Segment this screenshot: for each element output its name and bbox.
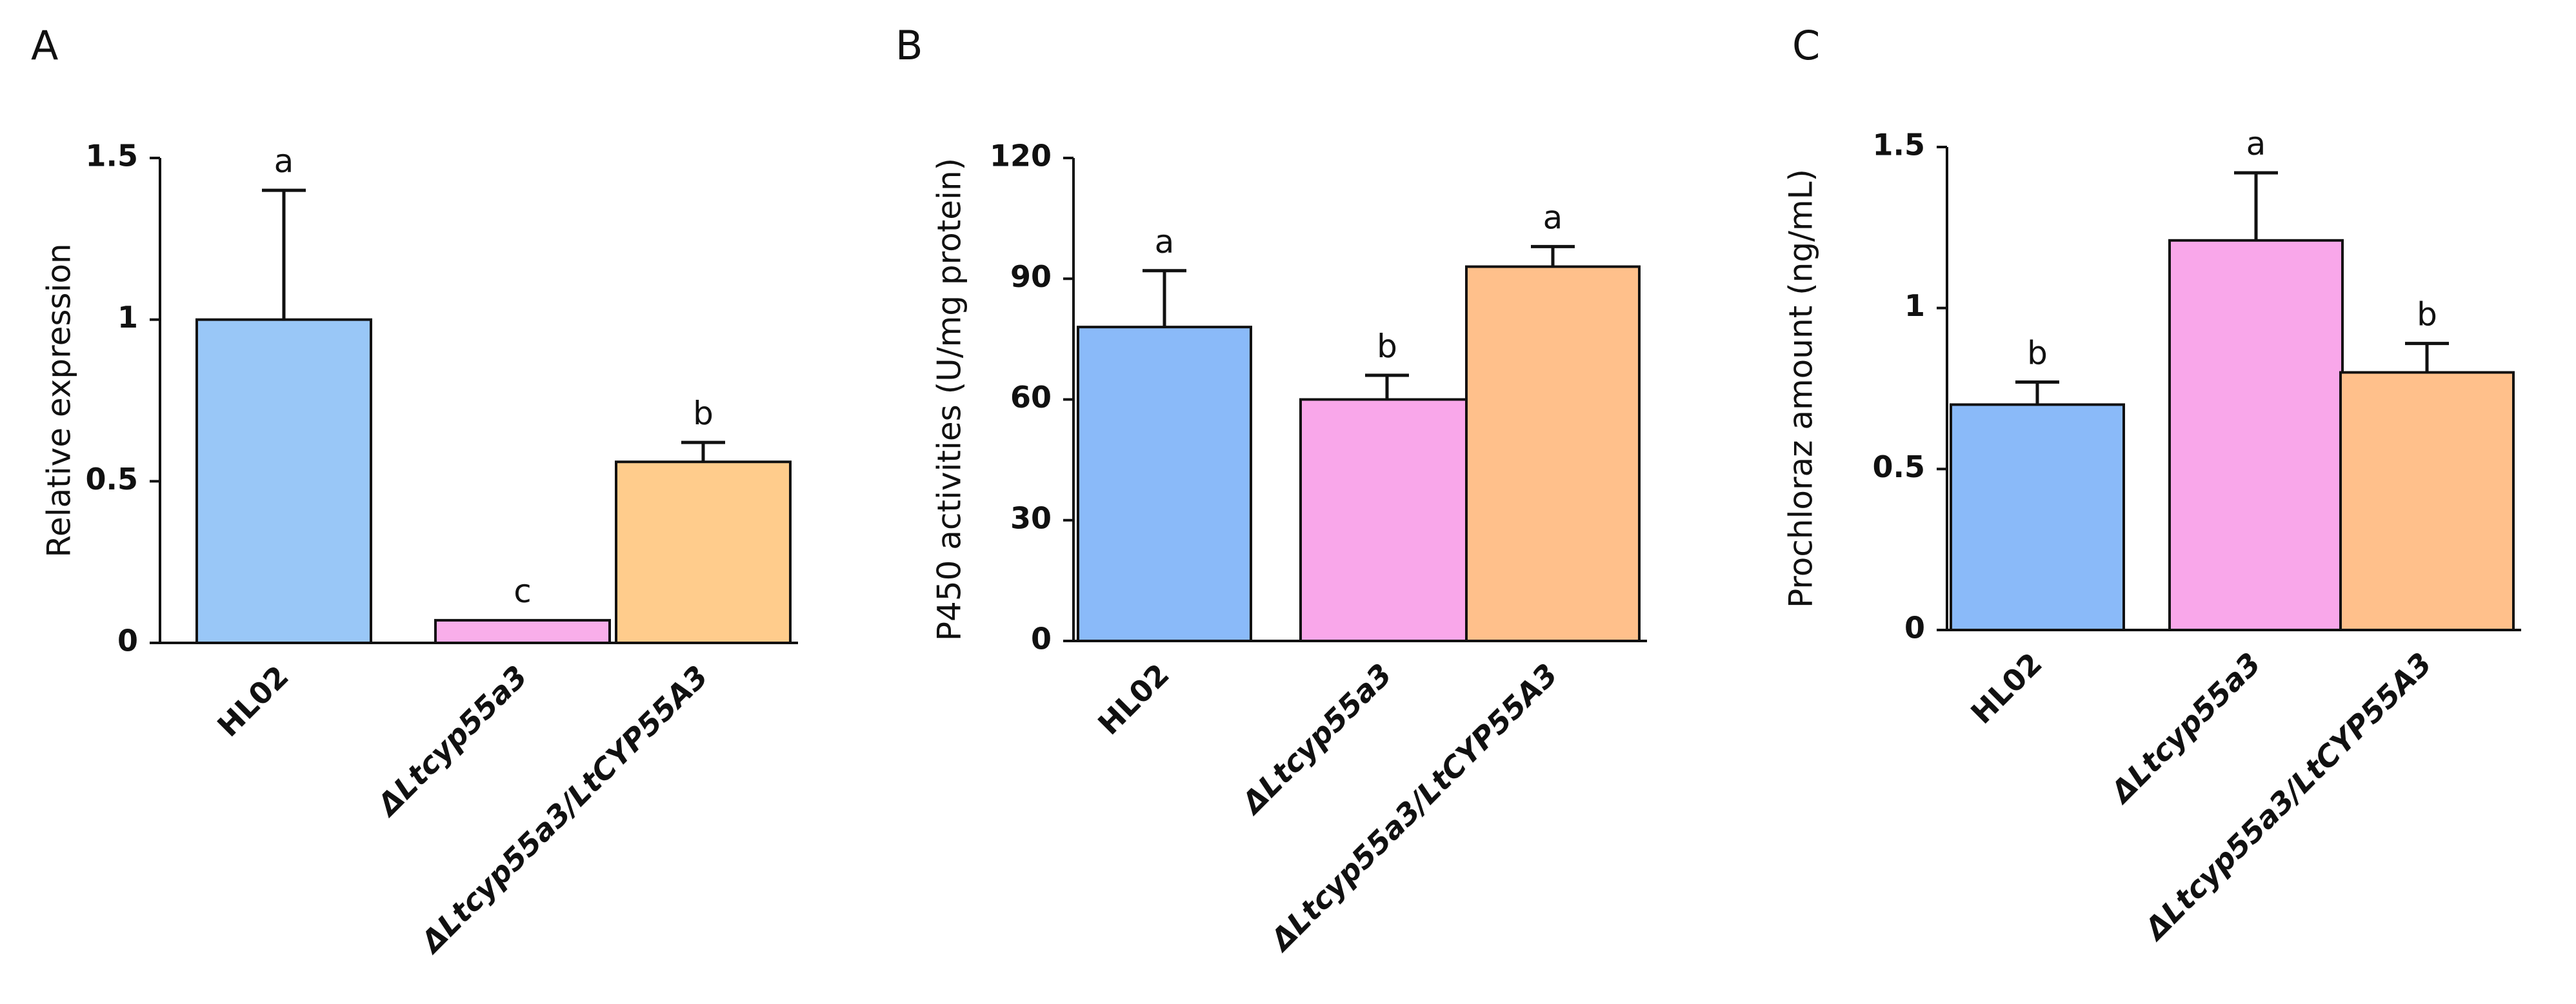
y-tick-label: 1.5 [86,139,139,173]
significance-label: a [274,143,294,180]
x-tick-label: HL02 [1091,657,1175,742]
significance-label: c [514,573,532,610]
panel-b: B P450 activities (U/mg protein) 0 30 60 90 12… [895,22,1647,959]
y-tick-label: 0 [1904,611,1925,645]
panel-a: A Relative expression 0 0.5 1 1.5 a HL02 c ΔLtcyp… [31,22,798,961]
x-tick-label: HL02 [210,659,295,743]
y-tick-label: 0 [1031,622,1052,656]
significance-label: b [1377,328,1397,365]
y-tick-label: 1 [117,300,138,335]
y-tick-label: 0.5 [86,462,139,497]
panel-letter: C [1792,22,1820,69]
y-tick-label: 0.5 [1873,449,1926,484]
y-tick-label: 1 [1904,288,1925,323]
x-tick-label: ΔLtcyp55a3 [1233,657,1399,822]
bar [1299,398,1475,642]
x-tick-label: ΔLtcyp55a3/LtCYP55A3 [2136,646,2439,949]
significance-label: b [2027,335,2048,372]
x-tick-label: ΔLtcyp55a3/LtCYP55A3 [412,659,715,961]
y-tick-label: 30 [1010,500,1052,535]
y-tick-label: 60 [1010,380,1052,415]
significance-label: b [693,395,714,432]
significance-label: a [2246,125,2266,162]
x-tick-label: ΔLtcyp55a3/LtCYP55A3 [1262,657,1564,960]
significance-label: a [1155,223,1175,261]
significance-label: a [1543,199,1563,236]
significance-label: b [2417,296,2437,333]
bar [1077,326,1252,642]
y-tick-label: 120 [990,139,1052,173]
x-tick-label: ΔLtcyp55a3 [2102,646,2268,811]
y-tick-label: 0 [117,624,138,658]
bar [1950,403,2125,631]
bar [2339,371,2515,631]
x-tick-label: ΔLtcyp55a3 [369,659,534,824]
bar [615,460,792,645]
bar [1465,265,1641,642]
y-axis-label: Prochloraz amount (ng/mL) [1782,169,1820,608]
panel-letter: B [895,22,923,69]
panel-letter: A [31,22,58,69]
bar [434,618,611,645]
panel-c: C Prochloraz amount (ng/mL) 0 0.5 1 1.5 b HL02 a… [1782,22,2521,949]
bar [195,318,372,644]
y-axis-label: P450 activities (U/mg protein) [931,158,968,641]
x-tick-label: HL02 [1964,646,2048,731]
y-tick-label: 1.5 [1873,128,1926,162]
y-axis-label: Relative expression [41,243,78,557]
y-tick-label: 90 [1010,259,1052,294]
bar [2168,239,2344,632]
